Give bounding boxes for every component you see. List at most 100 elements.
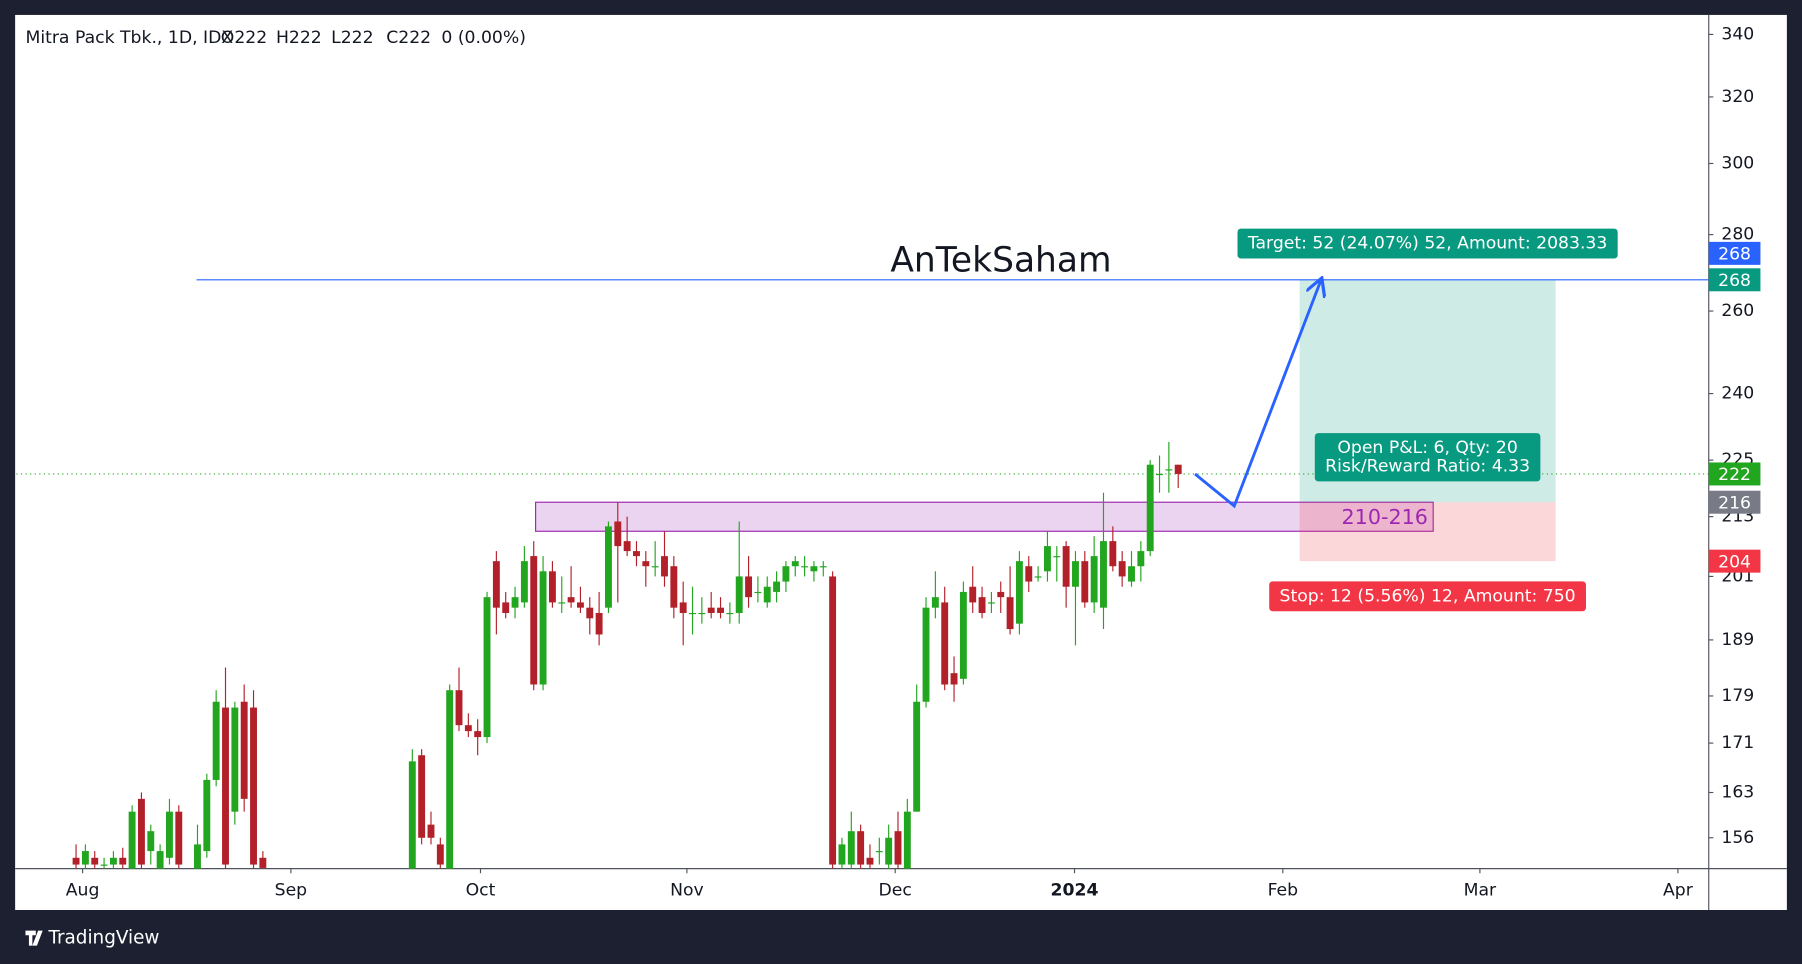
- price-tag-label: 216: [1718, 493, 1751, 513]
- candle-body: [595, 612, 603, 635]
- candle-body: [1128, 566, 1135, 582]
- candle-body: [1165, 469, 1173, 471]
- candle-body: [633, 551, 640, 557]
- candle-body: [240, 701, 248, 799]
- candle-body: [791, 561, 799, 567]
- candle-body: [81, 851, 89, 865]
- x-tick-label: Nov: [670, 880, 704, 900]
- candle-body: [1053, 556, 1061, 558]
- candle-body: [707, 607, 715, 613]
- candle-body: [222, 707, 229, 865]
- candle-body: [1081, 561, 1089, 603]
- y-tick-label: 179: [1721, 686, 1754, 706]
- candle-body: [194, 844, 201, 869]
- candle-body: [754, 591, 762, 594]
- ohlc-value: O222: [221, 28, 267, 48]
- ohlc-legend: O222 H222 L222 C222 0 (0.00%): [221, 28, 526, 48]
- candle-body: [128, 811, 136, 869]
- candle-body: [987, 602, 995, 604]
- x-tick-label: Apr: [1663, 880, 1694, 900]
- target-label: Target: 52 (24.07%) 52, Amount: 2083.33: [1237, 228, 1618, 259]
- y-tick-label: 280: [1721, 225, 1754, 245]
- candle-body: [548, 571, 556, 603]
- candle-body: [558, 602, 566, 604]
- y-tick-label: 189: [1721, 630, 1754, 650]
- y-tick-label: 163: [1721, 783, 1754, 803]
- candle-body: [427, 824, 435, 838]
- candle-body: [829, 576, 837, 865]
- candle-body: [782, 566, 790, 582]
- candle-body: [1137, 551, 1145, 567]
- candle-body: [969, 586, 977, 603]
- target-label-bg: [1237, 228, 1618, 259]
- candle-body: [903, 811, 911, 869]
- candle-body: [661, 556, 668, 577]
- ohlc-value: 0 (0.00%): [441, 28, 526, 48]
- candle-body: [1015, 561, 1023, 624]
- x-tick-label: Aug: [66, 880, 100, 900]
- candle-body: [1006, 597, 1014, 630]
- candle-body: [156, 851, 164, 869]
- stop-label: Stop: 12 (5.56%) 12, Amount: 750: [1269, 581, 1586, 612]
- candle-body: [801, 566, 809, 568]
- price-tag-label: 268: [1718, 245, 1751, 265]
- candle-body: [605, 526, 612, 608]
- y-tick-label: 240: [1721, 384, 1754, 404]
- candle-body: [539, 571, 547, 685]
- pnl-label-text: Open P&L: 6, Qty: 20: [1337, 438, 1517, 458]
- price-tag: [1708, 462, 1761, 486]
- plot: 210-216: [16, 280, 1709, 869]
- y-tick-label: 156: [1721, 828, 1754, 848]
- candle-body: [203, 779, 211, 852]
- price-tag: [1708, 490, 1761, 514]
- candle-body: [959, 591, 967, 679]
- candle-body: [455, 690, 463, 726]
- candle-body: [147, 831, 155, 852]
- candle-body: [679, 602, 687, 613]
- x-tick-label: Mar: [1464, 880, 1497, 900]
- candle-body: [483, 597, 491, 738]
- x-tick-label: Oct: [466, 880, 496, 900]
- candle-body: [1062, 546, 1070, 587]
- candle-body: [950, 673, 958, 685]
- price-tag: [1708, 241, 1761, 265]
- candle-body: [997, 591, 1005, 598]
- candle-body: [175, 811, 183, 865]
- symbol: Mitra Pack Tbk., 1D, IDX: [25, 28, 233, 48]
- candle-body: [978, 597, 986, 613]
- x-tick-label: 2024: [1051, 880, 1099, 900]
- candle-body: [670, 566, 678, 608]
- candle-body: [922, 607, 930, 702]
- candle-body: [137, 798, 145, 865]
- stop-label-text: Stop: 12 (5.56%) 12, Amount: 750: [1280, 586, 1576, 606]
- brand: TradingView: [47, 928, 159, 949]
- candle-body: [436, 844, 444, 865]
- candle-body: [847, 831, 855, 865]
- candle-body: [717, 607, 724, 613]
- candle-body: [91, 857, 99, 865]
- ohlc-value: L222: [331, 28, 373, 48]
- candle-body: [931, 597, 939, 608]
- candle-body: [567, 597, 575, 603]
- candle-body: [576, 602, 584, 608]
- candle-body: [642, 561, 650, 567]
- candle-body: [231, 707, 239, 812]
- y-tick-label: 340: [1721, 24, 1754, 44]
- candle-body: [464, 725, 472, 732]
- candle-body: [689, 612, 696, 615]
- candle-body: [502, 602, 510, 613]
- candle-body: [109, 857, 117, 865]
- axes: 3403203002802602402252132011891791711631…: [66, 24, 1754, 900]
- candle-body: [1025, 566, 1033, 582]
- candle-body: [520, 561, 528, 603]
- stop-area: [1299, 502, 1556, 562]
- candle-body: [250, 707, 257, 865]
- candle-body: [941, 602, 949, 685]
- candle-body: [894, 831, 902, 865]
- candle-body: [492, 561, 500, 608]
- candle-body: [119, 857, 127, 865]
- y-tick-label: 320: [1721, 87, 1754, 107]
- price-tag: [1708, 549, 1761, 573]
- y-tick-label: 300: [1721, 153, 1754, 173]
